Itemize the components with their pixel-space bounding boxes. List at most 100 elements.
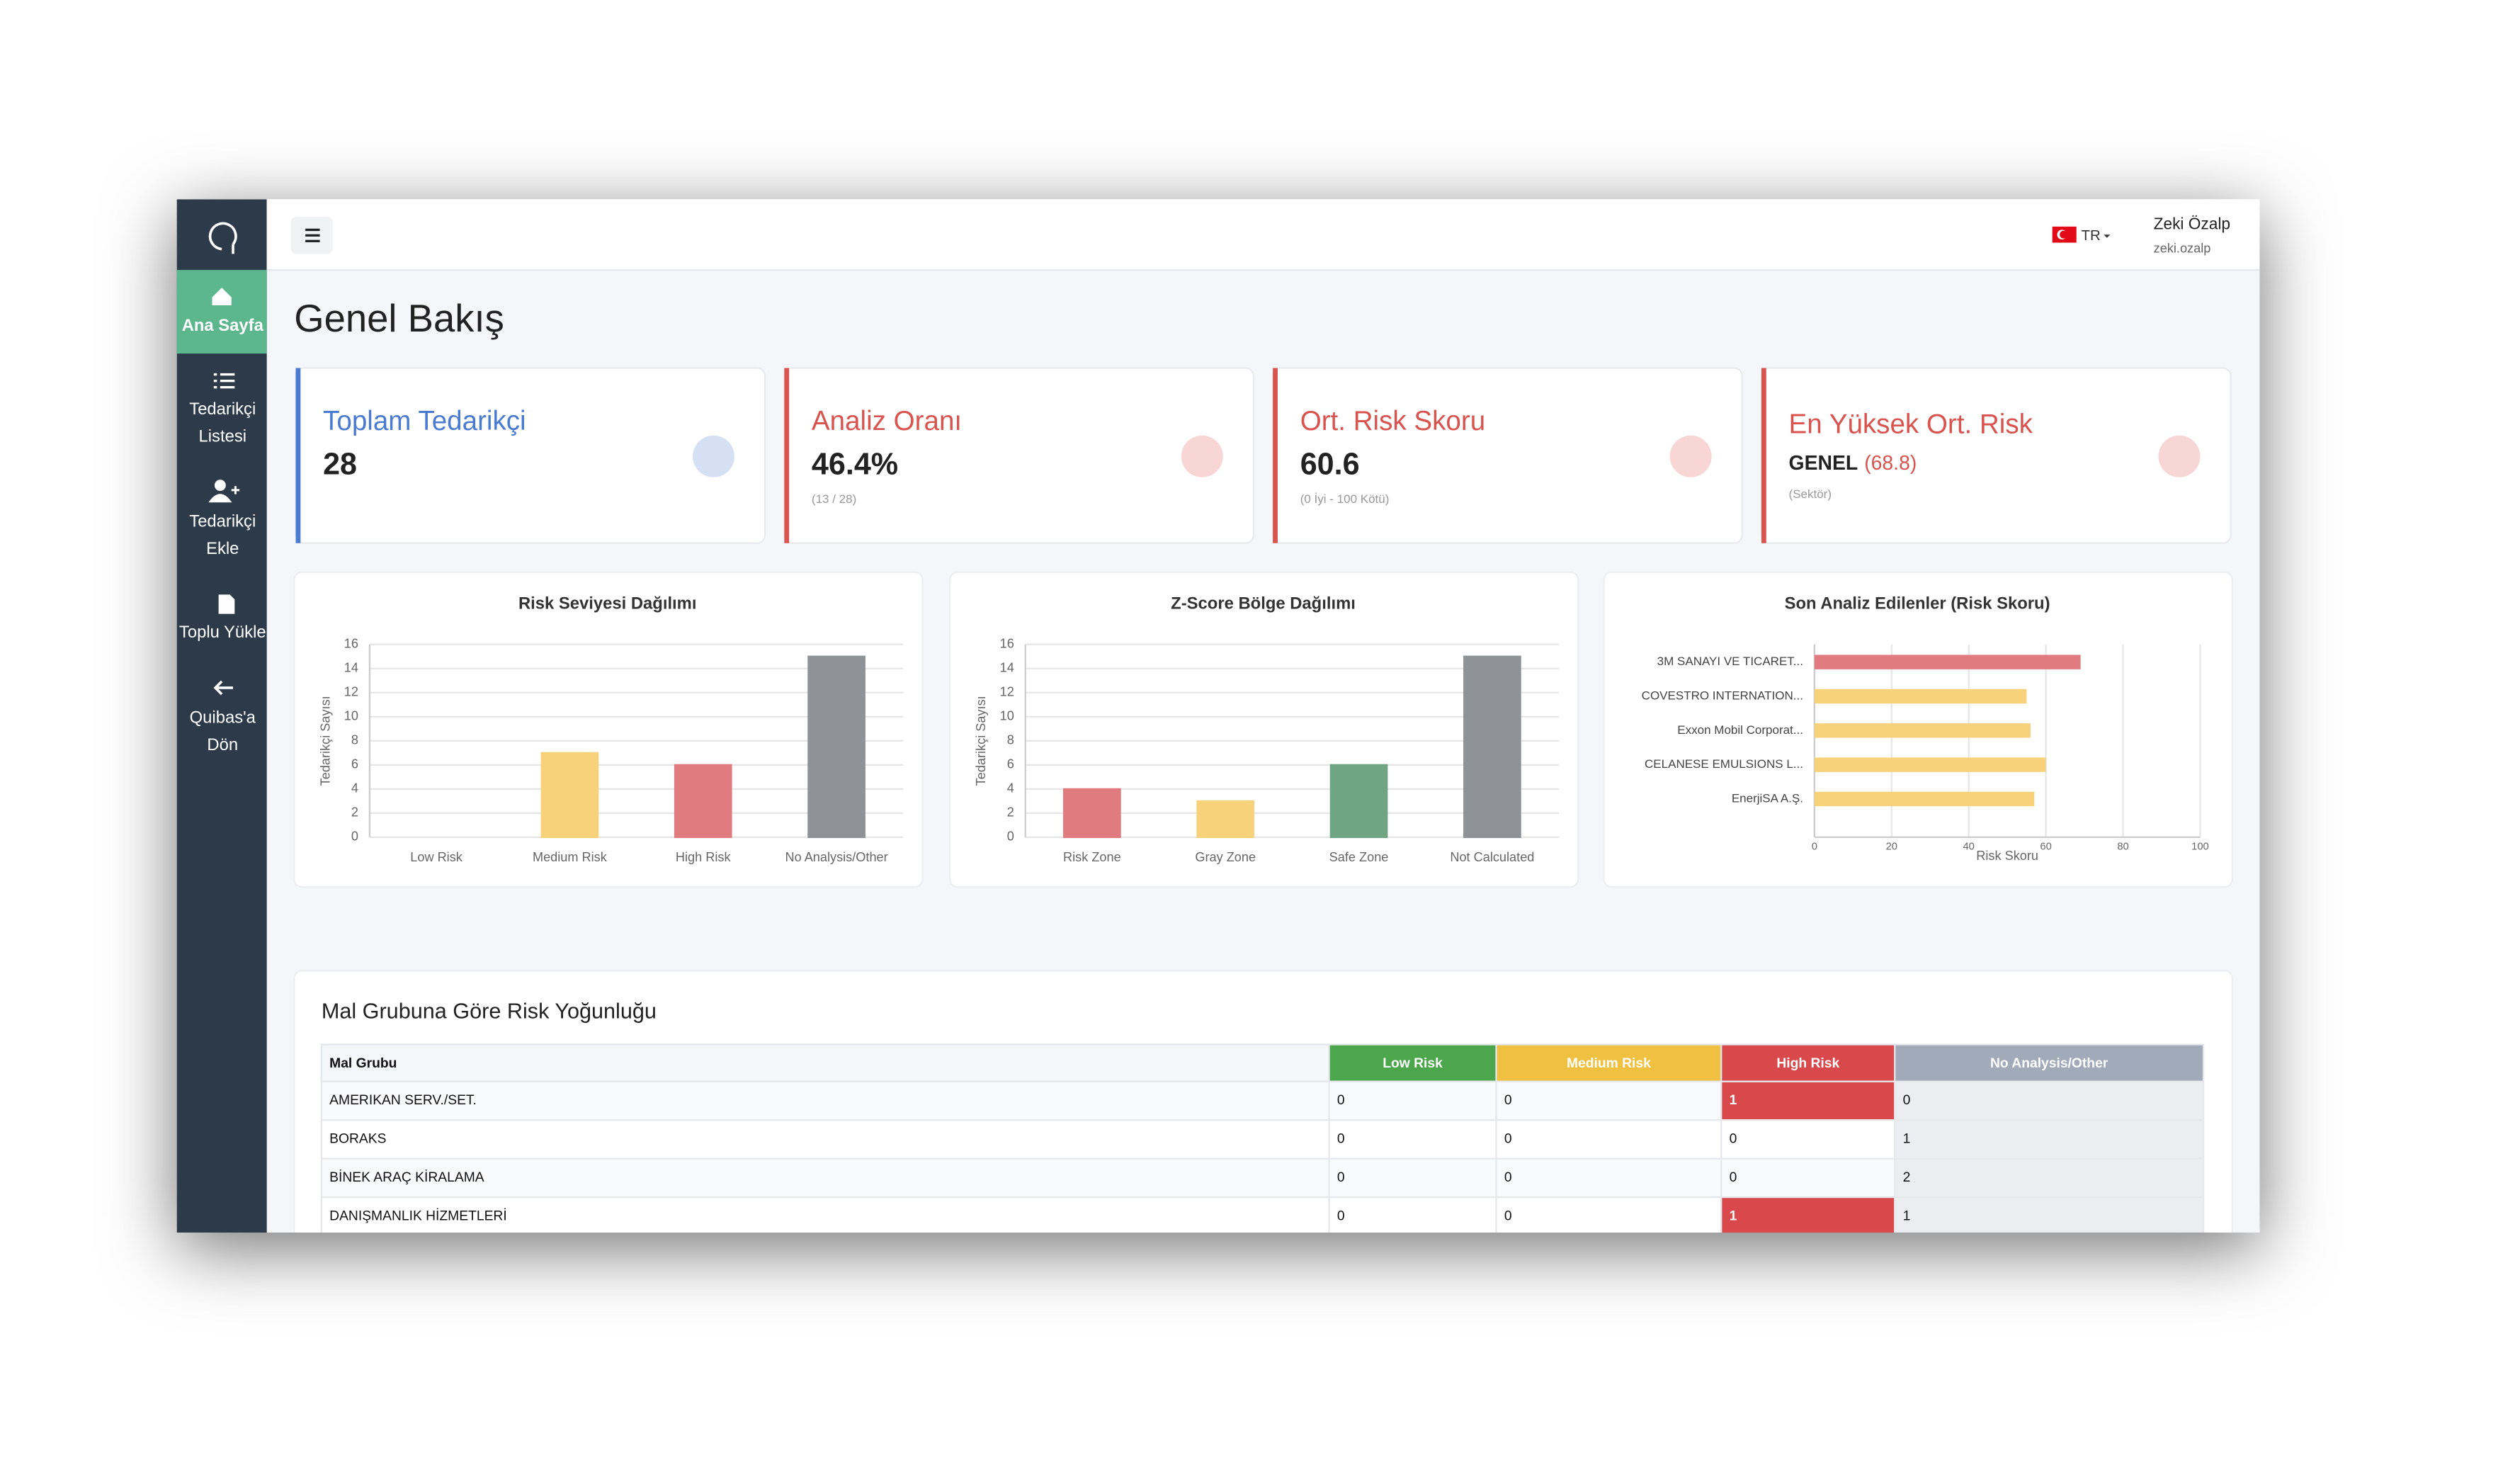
card-note: (13 / 28) — [812, 492, 856, 506]
card-detail: (68.8) — [1864, 452, 1917, 475]
nav-label[interactable]: Toplu Yükle — [179, 623, 266, 642]
bar — [1814, 655, 2081, 669]
upload-icon — [218, 594, 235, 614]
x-tick-label: 100 — [2191, 841, 2209, 852]
nav-label[interactable]: Tedarikçi — [189, 512, 256, 531]
table-cell — [1894, 1119, 2205, 1160]
table-cell — [1720, 1119, 1896, 1160]
table-header-cell — [320, 1043, 1330, 1082]
y-tick-label: 3M SANAYI VE TICARET... — [1657, 655, 1803, 668]
logo[interactable] — [208, 222, 237, 254]
x-tick-label: Risk Zone — [1063, 850, 1121, 864]
card-value: 60.6 — [1300, 447, 1360, 481]
chart-panel — [293, 571, 924, 888]
active-nav — [176, 270, 267, 354]
bar — [1196, 800, 1255, 839]
y-tick-label: CELANESE EMULSIONS L... — [1645, 757, 1803, 771]
card-accent — [1273, 368, 1278, 543]
y-tick-label: 10 — [1000, 709, 1014, 723]
card-icon — [2158, 435, 2201, 477]
bar — [1814, 723, 2031, 738]
card-title: Analiz Oranı — [812, 406, 962, 436]
table-cell-text: AMERIKAN SERV./SET. — [329, 1093, 477, 1108]
nav-label[interactable]: Ana Sayfa — [182, 316, 264, 335]
card-accent — [295, 368, 301, 543]
table-cell — [1720, 1196, 1896, 1233]
card-note: (0 İyi - 100 Kötü) — [1300, 492, 1390, 506]
bar — [1329, 764, 1388, 839]
table-header: Low Risk — [1383, 1056, 1443, 1071]
chart-title: Son Analiz Edilenler (Risk Skoru) — [1785, 594, 2050, 613]
y-axis-label: Tedarikçi Sayısı — [974, 696, 988, 786]
page-title: Genel Bakış — [294, 297, 504, 340]
table-cell — [1328, 1119, 1497, 1160]
y-tick-label: 4 — [1007, 781, 1014, 796]
y-tick-label: 10 — [344, 709, 358, 723]
table-cell — [1328, 1080, 1497, 1121]
table-cell — [1328, 1157, 1497, 1199]
table-cell — [1495, 1157, 1722, 1199]
x-tick-label: High Risk — [676, 850, 732, 864]
x-tick-label: Gray Zone — [1195, 850, 1256, 864]
top-bar — [266, 199, 2260, 271]
card-accent — [784, 368, 790, 543]
table-cell — [1328, 1196, 1497, 1233]
table-header: No Analysis/Other — [1990, 1056, 2108, 1071]
table-cell-text: 0 — [1903, 1093, 1911, 1108]
table-title: Mal Grubuna Göre Risk Yoğunluğu — [322, 999, 657, 1023]
x-tick-label: Medium Risk — [533, 850, 608, 864]
table-cell — [1495, 1119, 1722, 1160]
card-icon — [1181, 435, 1223, 477]
table-header-cell — [1720, 1043, 1896, 1082]
bar — [540, 752, 599, 839]
table-cell-text: 0 — [1337, 1208, 1345, 1223]
x-tick-label: Safe Zone — [1329, 850, 1389, 864]
y-tick-label: 0 — [1007, 830, 1014, 844]
card-icon — [692, 435, 734, 477]
nav-label[interactable]: Tedarikçi — [189, 400, 256, 419]
card-value: 46.4% — [812, 447, 898, 481]
table-cell — [1720, 1080, 1896, 1121]
table-header: High Risk — [1776, 1056, 1839, 1071]
y-tick-label: 2 — [1007, 805, 1014, 820]
hamburger-icon — [305, 228, 320, 242]
language[interactable]: TR — [2082, 228, 2101, 244]
table-cell — [1720, 1157, 1896, 1199]
table-cell-text: 2 — [1903, 1170, 1911, 1185]
y-tick-label: 0 — [351, 830, 358, 844]
table-cell-text: 0 — [1504, 1093, 1512, 1108]
y-tick-label: 6 — [1007, 757, 1014, 771]
y-tick-label: 8 — [1007, 733, 1014, 747]
x-tick-label: No Analysis/Other — [785, 850, 887, 864]
sidebar — [176, 199, 267, 1233]
table-cell-text: DANIŞMANLIK HİZMETLERİ — [329, 1208, 507, 1223]
table-cell — [1894, 1080, 2205, 1121]
table-cell-text: 1 — [1903, 1132, 1911, 1147]
table-header: Medium Risk — [1567, 1056, 1651, 1071]
table-cell — [320, 1119, 1330, 1160]
table-cell-text: 0 — [1504, 1170, 1512, 1185]
x-tick-label: Low Risk — [410, 850, 463, 864]
table-cell — [1894, 1196, 2205, 1233]
y-tick-label: 14 — [1000, 661, 1014, 675]
list-icon — [213, 373, 235, 389]
bar — [1063, 788, 1121, 839]
bar — [1814, 689, 2027, 704]
user-name[interactable]: Zeki Özalp — [2154, 215, 2230, 233]
nav-label[interactable]: Ekle — [206, 539, 239, 558]
nav-label[interactable]: Quibas'a — [190, 708, 256, 727]
flag-crescent — [2060, 230, 2068, 239]
card-value: 28 — [323, 447, 357, 481]
y-tick-label: 6 — [351, 757, 358, 771]
y-tick-label: 2 — [351, 805, 358, 820]
chart-title: Risk Seviyesi Dağılımı — [518, 594, 697, 613]
table-cell-text: BORAKS — [329, 1132, 386, 1147]
table-cell-text: 0 — [1337, 1093, 1345, 1108]
card-accent — [1761, 368, 1766, 543]
nav-label[interactable]: Listesi — [199, 426, 247, 446]
card-value: GENEL — [1789, 452, 1858, 475]
nav-label[interactable]: Dön — [207, 735, 238, 754]
x-axis-label: Risk Skoru — [1976, 849, 2038, 863]
